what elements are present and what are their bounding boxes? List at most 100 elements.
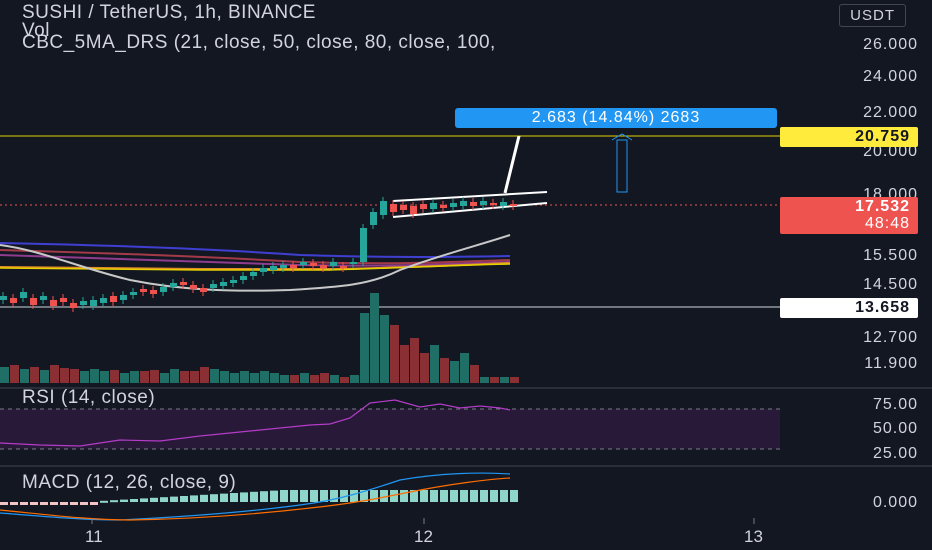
candle-body[interactable] <box>390 204 397 212</box>
candle-body[interactable] <box>330 262 337 266</box>
volume-bar <box>140 371 149 383</box>
macd-hist-bar <box>210 494 218 502</box>
macd-hist-bar <box>320 490 328 502</box>
candle-body[interactable] <box>0 296 7 300</box>
macd-hist-bar <box>100 500 108 503</box>
measure-label[interactable]: 2.683 (14.84%) 2683 <box>455 108 777 128</box>
candle-body[interactable] <box>490 203 497 205</box>
candle-body[interactable] <box>380 201 387 215</box>
candle-body[interactable] <box>240 276 247 280</box>
support-price-badge[interactable]: 13.658 <box>780 298 918 318</box>
candle-body[interactable] <box>460 201 467 206</box>
candle-body[interactable] <box>360 228 367 262</box>
macd-hist-bar <box>480 490 488 502</box>
candle-body[interactable] <box>410 206 417 214</box>
candle-body[interactable] <box>190 285 197 289</box>
candle-body[interactable] <box>450 203 457 207</box>
candle-body[interactable] <box>180 282 187 285</box>
target-price-badge[interactable]: 20.759 <box>780 127 918 147</box>
macd-hist-bar <box>430 490 438 502</box>
candle-body[interactable] <box>20 292 27 298</box>
candlestick-series[interactable] <box>0 197 517 312</box>
candle-body[interactable] <box>90 300 97 306</box>
volume-bar <box>430 345 439 383</box>
candle-body[interactable] <box>10 298 17 303</box>
volume-bar <box>300 373 309 383</box>
macd-hist-bar <box>240 492 248 502</box>
price-scale-label: 20.000 <box>863 143 918 160</box>
measure-arrow-body[interactable] <box>616 139 628 193</box>
candle-body[interactable] <box>160 287 167 292</box>
candle-body[interactable] <box>60 298 67 302</box>
candle-body[interactable] <box>400 205 407 210</box>
candle-body[interactable] <box>70 303 77 308</box>
candle-body[interactable] <box>100 298 107 303</box>
macd-hist-bar <box>310 490 318 502</box>
candle-body[interactable] <box>230 280 237 283</box>
candle-body[interactable] <box>420 204 427 209</box>
macd-hist-bar <box>10 502 18 505</box>
candle-body[interactable] <box>350 262 357 264</box>
candle-body[interactable] <box>220 282 227 286</box>
candle-body[interactable] <box>470 202 477 206</box>
price-scale-label: 12.700 <box>863 329 918 346</box>
macd-hist-bar <box>350 490 358 502</box>
candle-body[interactable] <box>140 289 147 292</box>
candle-body[interactable] <box>310 263 317 266</box>
volume-bar <box>380 315 389 383</box>
volume-bar <box>420 353 429 383</box>
candle-body[interactable] <box>110 296 117 302</box>
candle-body[interactable] <box>270 266 277 270</box>
candle-body[interactable] <box>500 202 507 206</box>
candle-body[interactable] <box>170 283 177 287</box>
macd-hist-bar <box>40 502 48 505</box>
channel-upper-line[interactable] <box>392 191 548 202</box>
volume-bar <box>410 338 419 383</box>
volume-bar <box>150 370 159 383</box>
candle-body[interactable] <box>320 265 327 268</box>
candle-body[interactable] <box>260 268 267 272</box>
candle-body[interactable] <box>80 301 87 305</box>
candle-body[interactable] <box>300 262 307 265</box>
candle-body[interactable] <box>50 300 57 306</box>
macd-hist-bar <box>340 490 348 502</box>
volume-bar <box>440 358 449 383</box>
candle-body[interactable] <box>340 266 347 268</box>
candle-body[interactable] <box>30 298 37 305</box>
channel-lower-line[interactable] <box>392 202 548 218</box>
candle-body[interactable] <box>150 290 157 294</box>
current-price-badge[interactable]: 17.532 <box>780 197 918 217</box>
volume-bar <box>220 371 229 383</box>
candle-body[interactable] <box>210 284 217 288</box>
breakout-projection-line[interactable] <box>503 135 521 194</box>
macd-hist-bar <box>390 490 398 502</box>
candle-body[interactable] <box>120 295 127 300</box>
candle-body[interactable] <box>130 292 137 295</box>
volume-legend[interactable]: Vol <box>22 20 50 41</box>
candle-body[interactable] <box>200 288 207 292</box>
candle-body[interactable] <box>290 265 297 268</box>
price-scale-label: 11.900 <box>864 355 918 372</box>
ma-red <box>0 249 511 265</box>
candle-body[interactable] <box>370 212 377 225</box>
price-scale-label: 26.000 <box>863 36 918 53</box>
candle-body[interactable] <box>40 296 47 300</box>
price-scale-label: 14.500 <box>863 276 918 293</box>
candle-body[interactable] <box>250 272 257 276</box>
candle-body[interactable] <box>510 204 517 206</box>
symbol-legend[interactable]: SUSHI / TetherUS, 1h, BINANCE <box>22 2 316 23</box>
candle-body[interactable] <box>430 203 437 209</box>
currency-button[interactable]: USDT <box>839 4 906 27</box>
volume-bar <box>20 369 29 383</box>
candle-body[interactable] <box>480 201 487 205</box>
candle-body[interactable] <box>280 265 287 268</box>
candle-body[interactable] <box>440 205 447 208</box>
macd-hist-bar <box>270 490 278 502</box>
rsi-legend[interactable]: RSI (14, close) <box>22 387 156 408</box>
macd-hist-bar <box>160 497 168 502</box>
indicator-legend[interactable]: CBC_5MA_DRS (21, close, 50, close, 80, c… <box>22 32 496 53</box>
rsi-scale-label: 75.00 <box>872 396 918 413</box>
macd-legend[interactable]: MACD (12, 26, close, 9) <box>22 472 237 493</box>
macd-hist-bar <box>130 499 138 502</box>
